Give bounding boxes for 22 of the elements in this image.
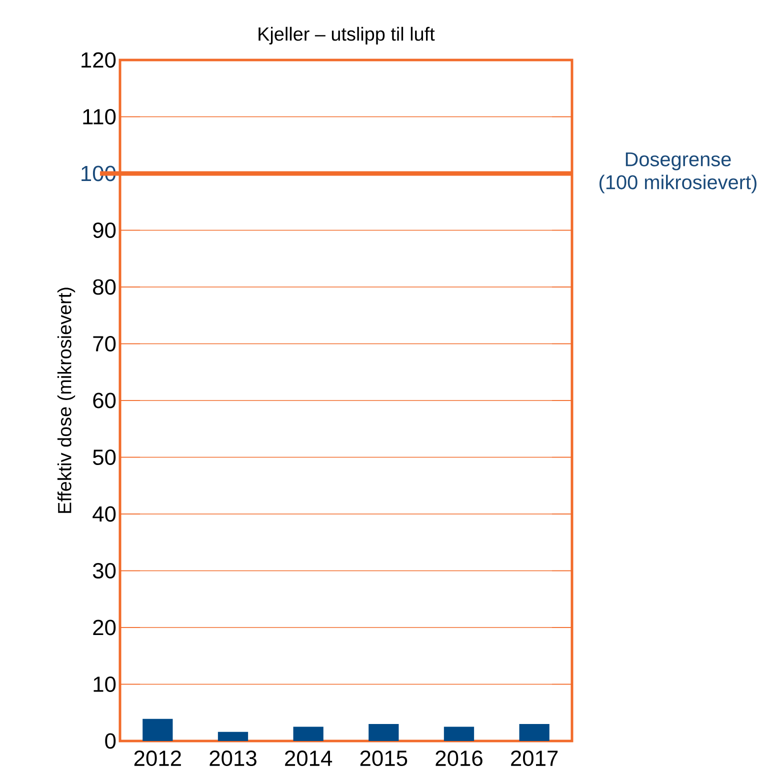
x-tick-label: 2014 [285, 750, 332, 766]
y-tick-label: 50 [92, 449, 116, 466]
y-tick-label: 120 [82, 52, 116, 68]
y-tick-label: 110 [83, 108, 116, 125]
y-tick-label: 90 [93, 222, 116, 238]
y-tick-label: 20 [93, 620, 116, 636]
y-tick-label: 40 [92, 506, 116, 522]
x-tick-label: 2017 [511, 750, 558, 766]
y-axis-title: Effektiv dose (mikrosievert) [57, 288, 76, 513]
text: (100 mikrosievert) [600, 174, 756, 194]
x-tick-label: 2015 [360, 750, 408, 766]
y-tick-label: 0 [105, 733, 116, 749]
x-tick-label: 2013 [210, 750, 256, 766]
x-tick-label: 2012 [134, 750, 181, 766]
y-tick-label: 10 [94, 676, 116, 692]
x-tick-label: 2016 [436, 750, 482, 766]
y-tick-label: 70 [93, 336, 116, 352]
ref-line-label: Dosegrense [626, 152, 731, 170]
y-tick-label: 30 [92, 562, 116, 579]
y-tick-label: 80 [93, 279, 116, 295]
chart-title: Kjeller – utslipp til luft [258, 26, 435, 44]
y-tick-label: 60 [93, 392, 116, 408]
